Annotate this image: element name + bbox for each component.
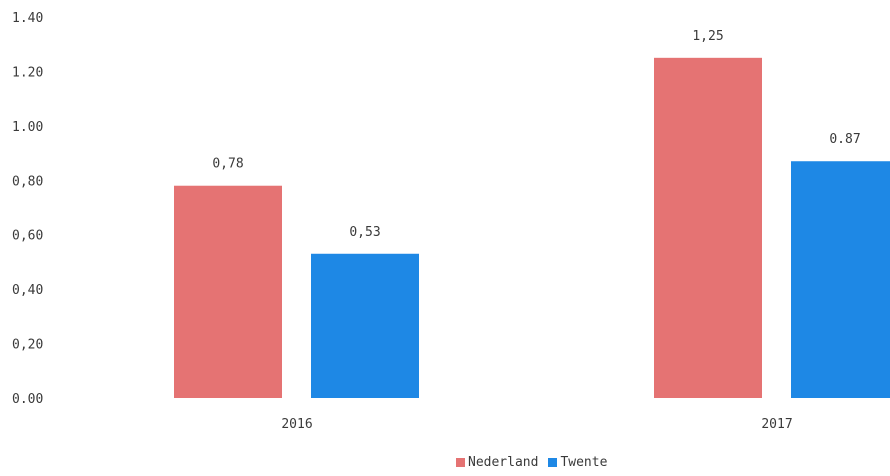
y-tick-label: 0,40	[12, 283, 43, 298]
y-axis: 0.00 0,20 0,40 0,60 0,80 1.00 1.20 1.40	[12, 11, 43, 407]
x-category-label: 2017	[761, 417, 792, 432]
legend-item-nederland: Nederland	[456, 455, 538, 470]
y-tick-label: 0,20	[12, 338, 43, 353]
bar-twente-2016	[311, 253, 419, 398]
data-labels: 0,78 0,53 1,25 0.87	[212, 29, 860, 240]
bar-twente-2017	[791, 161, 890, 398]
data-label-twente-2017: 0.87	[829, 132, 860, 147]
y-tick-label: 0,80	[12, 174, 43, 189]
bars	[174, 57, 890, 398]
legend: Nederland Twente	[456, 455, 607, 470]
legend-label-twente: Twente	[560, 455, 608, 470]
data-label-nederland-2017: 1,25	[692, 29, 723, 44]
y-tick-label: 1.40	[12, 11, 43, 26]
y-tick-label: 1.20	[12, 65, 43, 80]
y-tick-label: 1.00	[12, 120, 43, 135]
y-tick-label: 0.00	[12, 392, 43, 407]
legend-swatch-nederland	[456, 458, 465, 467]
data-label-twente-2016: 0,53	[349, 225, 380, 240]
legend-swatch-twente	[548, 458, 558, 467]
x-axis: 2016 2017	[281, 417, 792, 432]
data-label-nederland-2016: 0,78	[212, 157, 243, 172]
y-tick-label: 0,60	[12, 229, 43, 244]
bar-nederland-2017	[654, 57, 762, 398]
legend-label-nederland: Nederland	[468, 455, 539, 470]
legend-item-twente: Twente	[548, 455, 607, 470]
x-category-label: 2016	[281, 417, 312, 432]
bar-nederland-2016	[174, 185, 282, 398]
